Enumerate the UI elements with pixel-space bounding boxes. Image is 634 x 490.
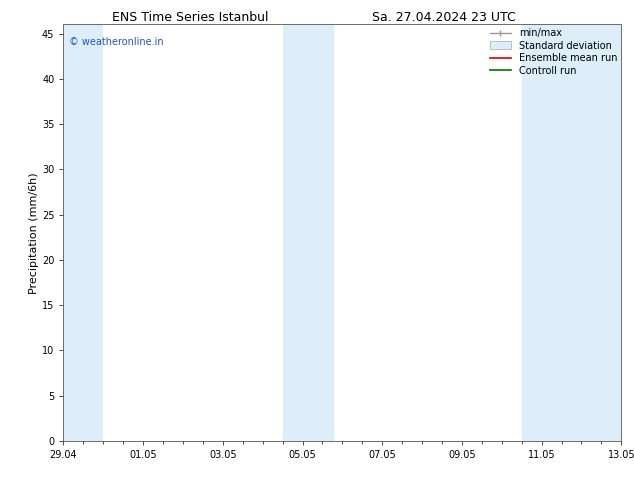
Bar bbox=[63, 24, 103, 441]
Bar bbox=[522, 24, 621, 441]
Text: © weatheronline.in: © weatheronline.in bbox=[69, 37, 164, 47]
Bar bbox=[283, 24, 334, 441]
Text: ENS Time Series Istanbul: ENS Time Series Istanbul bbox=[112, 11, 268, 24]
Legend: min/max, Standard deviation, Ensemble mean run, Controll run: min/max, Standard deviation, Ensemble me… bbox=[488, 26, 619, 77]
Y-axis label: Precipitation (mm/6h): Precipitation (mm/6h) bbox=[29, 172, 39, 294]
Text: Sa. 27.04.2024 23 UTC: Sa. 27.04.2024 23 UTC bbox=[372, 11, 515, 24]
